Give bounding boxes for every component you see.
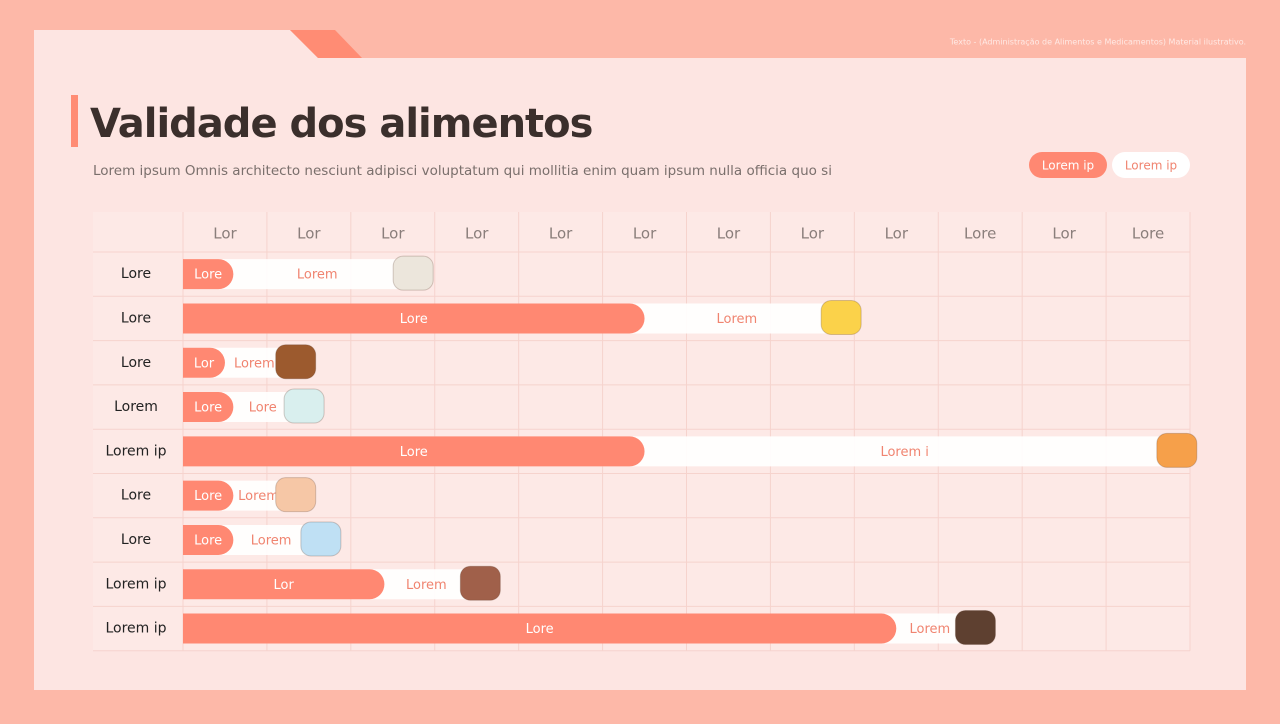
bar-segment: [183, 480, 234, 511]
x-tick-label: Lor: [801, 225, 825, 243]
chart: Lorem ip Lorem ip Lor Lor Lor Lor Lor Lor Lor Lor…: [93, 152, 1198, 652]
bar-segment: [183, 436, 645, 467]
bar-segment: [183, 524, 234, 555]
value-label: Lorem: [251, 533, 292, 548]
x-tick-label: Lor: [549, 225, 573, 243]
value-label: Lore: [249, 401, 277, 416]
row-label: Lorem ip: [105, 621, 166, 637]
food-icon: [392, 255, 434, 291]
value-label: Lorem: [406, 578, 447, 593]
x-tick-label: Lor: [297, 225, 321, 243]
value-label: Lore: [194, 489, 222, 504]
legend-pill[interactable]: [1029, 152, 1107, 178]
row-label: Lore: [121, 310, 151, 326]
value-label: Lore: [400, 445, 428, 460]
value-label: Lorem i: [880, 445, 928, 460]
food-icon: [275, 344, 317, 380]
tab-accent: [290, 30, 362, 58]
value-label: Lore: [400, 312, 428, 327]
value-label: Lore: [194, 533, 222, 548]
food-icon: [954, 610, 996, 646]
title-accent: [71, 95, 78, 147]
row-label: Lore: [121, 355, 151, 371]
food-icon: [300, 521, 342, 557]
value-label: Lor: [194, 356, 215, 371]
value-label: Lorem: [910, 622, 951, 637]
value-label: Lore: [526, 622, 554, 637]
food-icon: [1156, 432, 1198, 468]
subtitle: Lorem ipsum Omnis architecto nesciunt ad…: [93, 163, 832, 179]
bar-segment: [183, 613, 897, 644]
value-label: Lorem: [238, 489, 279, 504]
bar-segment: [183, 303, 645, 334]
legend-label: Lorem ip: [1125, 159, 1177, 173]
note: Texto - (Administração de Alimentos e Me…: [949, 38, 1246, 47]
value-label: Lorem: [716, 312, 757, 327]
row-label: Lorem: [114, 399, 158, 415]
legend-label: Lorem ip: [1042, 159, 1094, 173]
bar-segment: [183, 569, 385, 600]
food-icon: [275, 477, 317, 513]
title: Validade dos alimentos: [90, 101, 592, 147]
value-label: Lor: [274, 578, 295, 593]
x-tick-label: Lor: [633, 225, 657, 243]
x-tick-label: Lor: [1052, 225, 1076, 243]
value-label: Lorem: [297, 268, 338, 283]
food-icon: [820, 299, 862, 335]
value-label: Lorem: [234, 356, 275, 371]
row-label: Lorem ip: [105, 443, 166, 459]
x-tick-label: Lor: [885, 225, 909, 243]
x-tick-label: Lor: [381, 225, 405, 243]
legend-pill[interactable]: [1112, 152, 1190, 178]
row-label: Lorem ip: [105, 576, 166, 592]
x-tick-label: Lore: [964, 225, 996, 243]
row-label: Lore: [121, 532, 151, 548]
food-icon: [459, 565, 501, 601]
x-tick-label: Lor: [717, 225, 741, 243]
row-label: Lore: [121, 266, 151, 282]
bar-segment: [183, 259, 234, 290]
bar-segment: [183, 347, 225, 378]
bar-segment: [183, 259, 402, 290]
value-label: Lore: [194, 401, 222, 416]
food-icon: [283, 388, 325, 424]
x-tick-label: Lore: [1132, 225, 1164, 243]
x-tick-label: Lor: [213, 225, 237, 243]
value-label: Lore: [194, 268, 222, 283]
x-tick-label: Lor: [465, 225, 489, 243]
bar-segment: [183, 392, 234, 423]
row-label: Lore: [121, 488, 151, 504]
